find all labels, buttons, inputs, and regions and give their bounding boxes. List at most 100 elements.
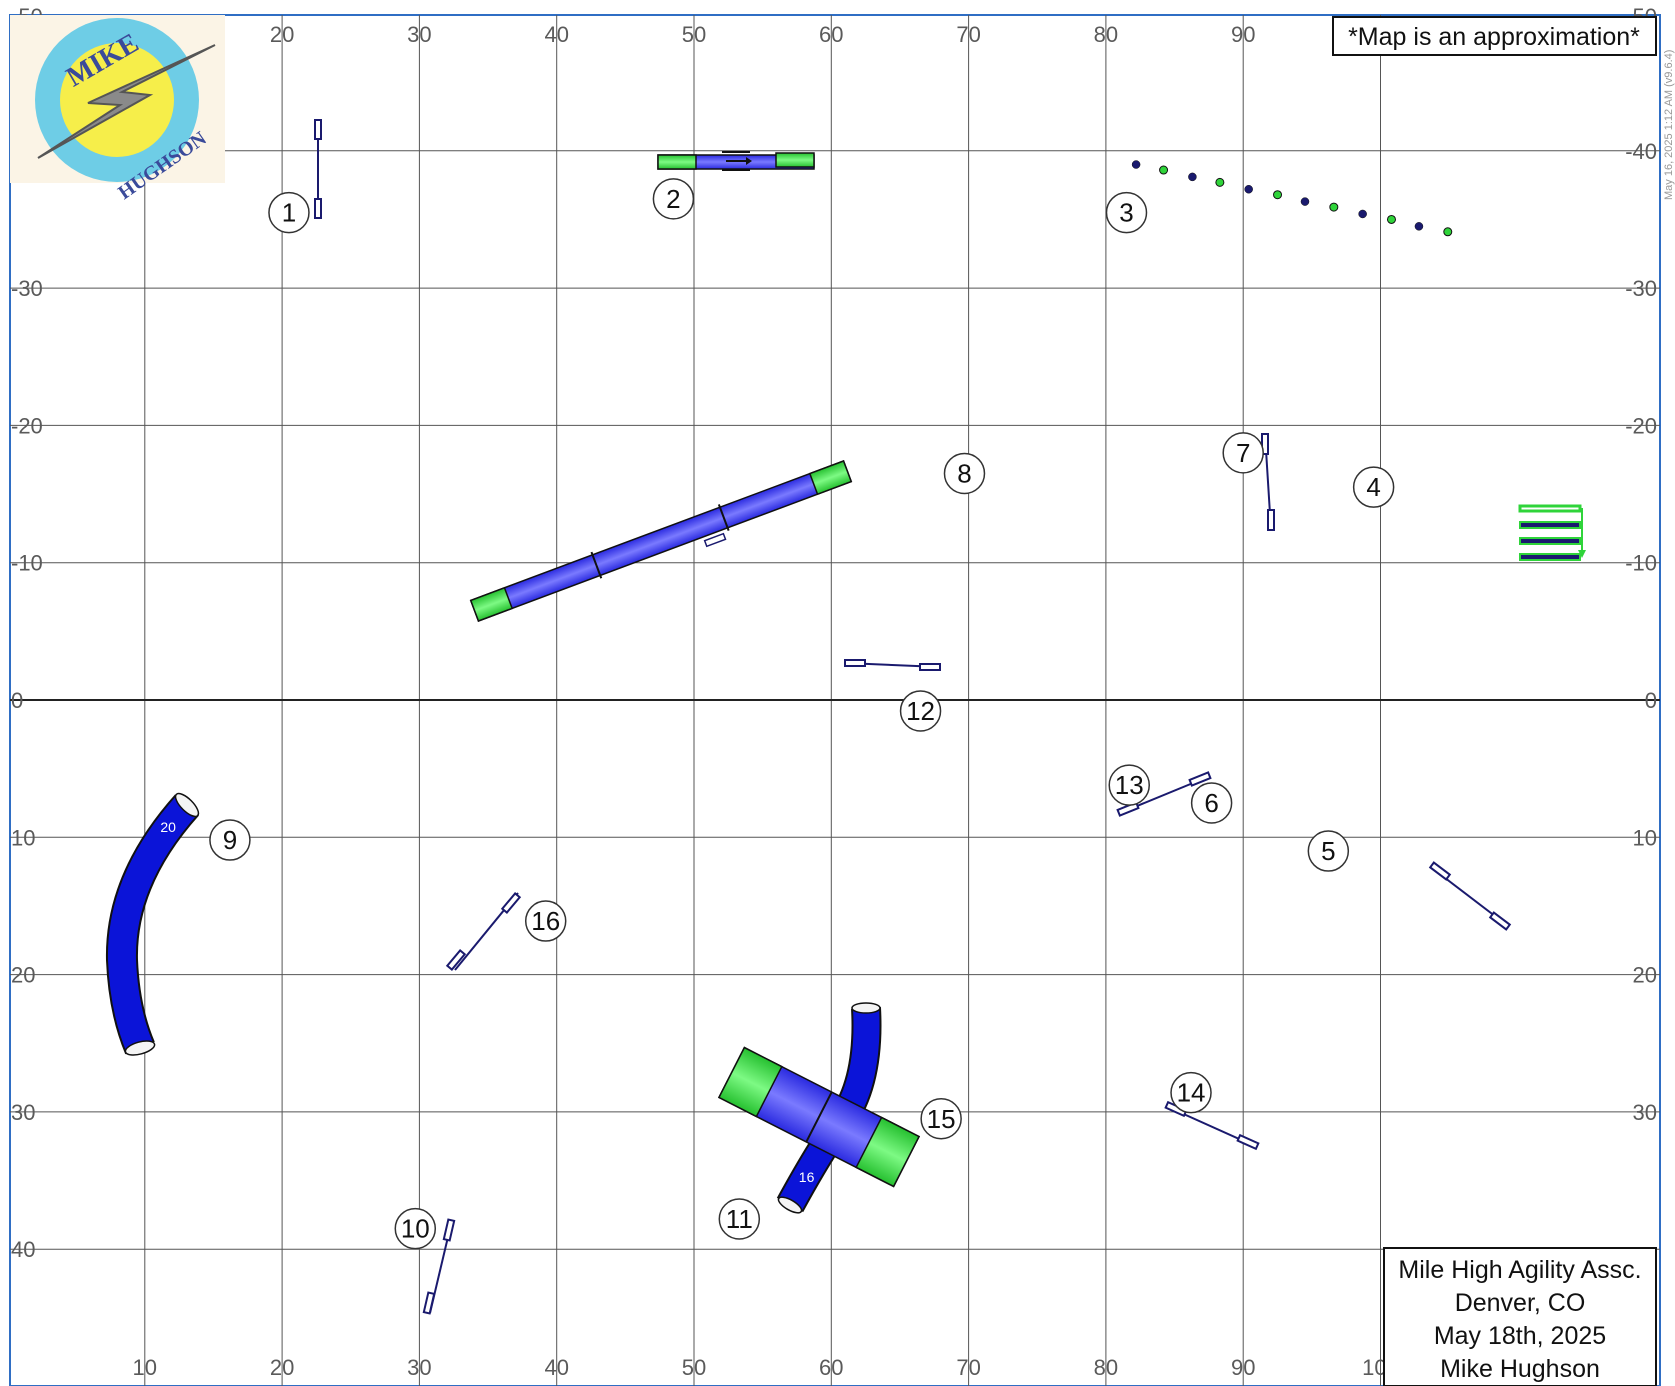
y-tick-label-right: 10 [1633,825,1657,850]
jump-10 [422,1218,456,1315]
jump-1 [314,119,322,219]
x-tick-label-bottom: 80 [1094,1355,1118,1380]
obstacle-number-2: 2 [652,178,695,220]
obstacle-number-9: 9 [209,819,251,861]
obstacle-number-text: 16 [531,906,560,936]
version-stamp: May 16, 2025 1:12 AM (v9.6.4) [1663,50,1675,200]
x-tick-label-top: 20 [270,22,294,47]
obstacle-number-text: 7 [1236,438,1250,468]
obstacle-number-1: 1 [268,191,310,234]
y-tick-label-left: 30 [11,1100,35,1125]
y-tick-label-right: 0 [1645,688,1657,713]
obstacle-number-16: 16 [524,900,567,942]
weave-pole [1443,227,1453,237]
obstacle-number-8: 8 [943,452,986,495]
obstacle-number-text: 10 [401,1214,430,1244]
lightning-bolt-icon [37,44,216,159]
grid [10,15,1660,1386]
y-tick-label-left: -10 [11,551,43,576]
event-info-box: Mile High Agility Assc. Denver, CO May 1… [1383,1247,1657,1386]
obstacle-number-13: 13 [1108,764,1150,806]
weave-pole [1159,165,1169,175]
x-tick-label-top: 30 [407,22,431,47]
x-tick-label-bottom: 20 [270,1355,294,1380]
obstacle-2-contact [657,151,815,171]
tunnel-number-label: 16 [799,1169,815,1185]
obstacle-number-14: 14 [1170,1071,1212,1114]
x-tick-label-bottom: 30 [407,1355,431,1380]
y-tick-label-left: 40 [11,1237,35,1262]
y-tick-label-left: 0 [11,688,23,713]
weave-pole [1300,197,1310,206]
event-date: May 18th, 2025 [1434,1322,1606,1350]
weave-pole [1131,160,1141,169]
obstacle-number-text: 2 [666,184,680,214]
disclaimer-box: *Map is an approximation* [1332,16,1657,56]
weave-poles [1131,160,1453,237]
obstacle-number-text: 9 [223,825,237,855]
obstacle-number-text: 11 [726,1204,753,1234]
obstacle-number-3: 3 [1105,191,1148,234]
disclaimer-text: *Map is an approximation* [1348,23,1640,51]
y-tick-label-right: -20 [1625,413,1657,438]
x-tick-label-bottom: 60 [819,1355,843,1380]
obstacle-number-text: 13 [1115,770,1144,800]
tunnel-9 [105,792,200,1056]
y-tick-label-left: 20 [11,963,35,988]
y-tick-label-right: -30 [1625,276,1657,301]
obstacle-number-6: 6 [1190,782,1233,824]
obstacle-number-10: 10 [394,1207,437,1250]
jump-5 [1428,861,1512,931]
obstacle-number-text: 14 [1177,1078,1206,1108]
axis-labels: 1010202030304040505060607070808090901001… [11,4,1657,1380]
y-tick-label-right: 20 [1633,963,1657,988]
tunnel-number-label: 20 [160,819,176,835]
jump-16 [445,892,522,971]
obstacle-number-15: 15 [920,1098,962,1140]
obstacle-number-11: 11 [718,1198,761,1240]
teeter-15 [717,1046,921,1188]
obstacle-number-text: 6 [1204,788,1218,818]
obstacle-number-text: 8 [957,458,971,488]
x-tick-label-bottom: 40 [544,1355,568,1380]
weave-pole [1386,214,1396,224]
obstacle-number-text: 3 [1119,198,1133,228]
x-tick-label-bottom: 50 [682,1355,706,1380]
dog-walk-8 [469,460,853,622]
logo: MIKE HUGHSON [10,15,225,204]
obstacle-number-4: 4 [1352,466,1395,508]
y-tick-label-right: 30 [1633,1100,1657,1125]
broad-jump-4 [1518,504,1586,561]
x-tick-label-top: 90 [1231,22,1255,47]
x-tick-label-top: 80 [1094,22,1118,47]
obstacle-number-12: 12 [899,690,942,732]
obstacle-number-text: 5 [1321,836,1335,866]
x-tick-label-bottom: 70 [956,1355,980,1380]
jump-13-6 [1116,771,1212,817]
x-tick-label-top: 40 [544,22,568,47]
judge-name: Mike Hughson [1440,1355,1600,1383]
weave-pole [1329,202,1339,212]
jump-14 [1164,1100,1260,1151]
x-tick-label-top: 50 [682,22,706,47]
obstacle-number-text: 12 [906,696,935,726]
y-tick-label-left: -20 [11,413,43,438]
jump-12 [844,659,941,671]
weave-pole [1358,209,1367,219]
y-tick-label-right: -10 [1625,551,1657,576]
obstacle-number-text: 4 [1366,472,1380,502]
weave-pole [1215,177,1225,187]
y-tick-label-left: 10 [11,825,35,850]
obstacle-number-text: 15 [927,1104,956,1134]
location: Denver, CO [1455,1289,1586,1317]
x-tick-label-bottom: 10 [133,1355,157,1380]
obstacle-number-7: 7 [1222,432,1264,474]
x-tick-label-top: 60 [819,22,843,47]
y-tick-label-left: -30 [11,276,43,301]
obstacle-number-text: 1 [282,198,296,228]
jump-7 [1261,433,1275,531]
obstacle-number-5: 5 [1307,830,1350,872]
y-tick-label-right: -40 [1625,139,1657,164]
